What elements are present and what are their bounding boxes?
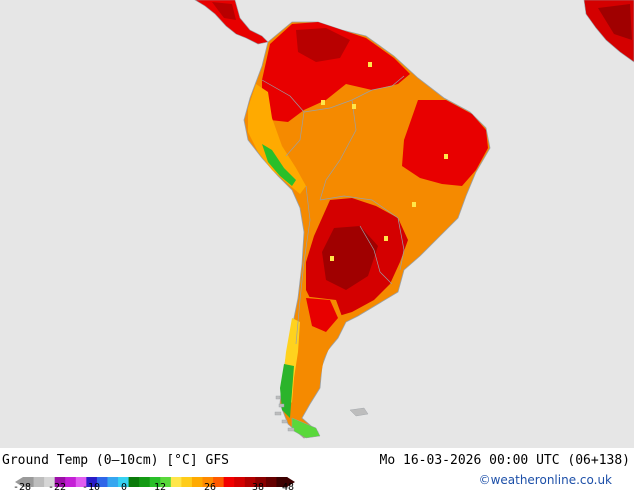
patagonia-hot — [306, 298, 338, 332]
map-title: Ground Temp (0–10cm) [°C] GFS — [2, 453, 229, 468]
scale-swatch — [276, 477, 288, 487]
scale-swatch — [244, 477, 256, 487]
city-markers — [321, 62, 448, 261]
peru-cool-strip — [262, 144, 296, 186]
scale-swatch — [234, 477, 246, 487]
scale-tick-label: 48 — [281, 482, 295, 493]
color-scale-svg — [15, 477, 295, 487]
scale-tick-label: 12 — [153, 482, 167, 493]
scale-tick-label: 26 — [203, 482, 217, 493]
scale-swatch — [223, 477, 235, 487]
scale-swatch — [107, 477, 119, 487]
temperature-map — [0, 0, 634, 448]
scale-swatch — [213, 477, 225, 487]
color-scale-bar — [15, 472, 295, 487]
central-america-red-core — [212, 2, 236, 20]
scale-tick-label: -28 — [12, 482, 32, 493]
falkland-islands — [349, 407, 369, 417]
credit-link[interactable]: ©weatheronline.co.uk — [478, 473, 612, 487]
scale-tick-label: -10 — [81, 482, 101, 493]
scale-swatch — [181, 477, 193, 487]
scale-swatch — [149, 477, 161, 487]
scale-swatch — [96, 477, 108, 487]
map-footer: Ground Temp (0–10cm) [°C] GFS Mo 16-03-2… — [0, 448, 634, 493]
scale-swatch — [128, 477, 140, 487]
scale-swatch — [202, 477, 214, 487]
scale-tick-label: 38 — [251, 482, 265, 493]
central-very-hot-zone — [322, 226, 378, 290]
scale-swatch — [65, 477, 77, 487]
scale-swatch — [255, 477, 267, 487]
scale-swatch — [191, 477, 204, 487]
scale-swatch — [44, 477, 56, 487]
scale-swatch — [265, 477, 277, 487]
north-very-hot-zone — [296, 28, 350, 62]
scale-swatch — [139, 477, 151, 487]
scale-tick-label: -22 — [47, 482, 67, 493]
scale-arrow-left — [15, 477, 23, 487]
map-canvas — [194, 0, 634, 439]
scale-swatch — [23, 477, 35, 487]
northeast-hot-zone — [402, 100, 488, 186]
central-america-landmass — [194, 0, 269, 45]
scale-swatch — [54, 477, 66, 487]
west-coast-band — [248, 84, 306, 194]
scale-swatch — [160, 477, 172, 487]
scale-swatch — [118, 477, 130, 487]
scale-swatch — [75, 477, 87, 487]
scale-swatch — [170, 477, 182, 487]
scale-swatch — [33, 477, 45, 487]
scale-swatch — [86, 477, 98, 487]
valid-time: Mo 16-03-2026 00:00 UTC (06+138) — [379, 453, 630, 468]
scale-tick-label: 0 — [120, 482, 128, 493]
africa-dark-core — [598, 4, 632, 40]
scale-arrow-right — [287, 477, 295, 487]
chilean-archipelago — [274, 395, 295, 432]
country-borders — [261, 75, 405, 345]
